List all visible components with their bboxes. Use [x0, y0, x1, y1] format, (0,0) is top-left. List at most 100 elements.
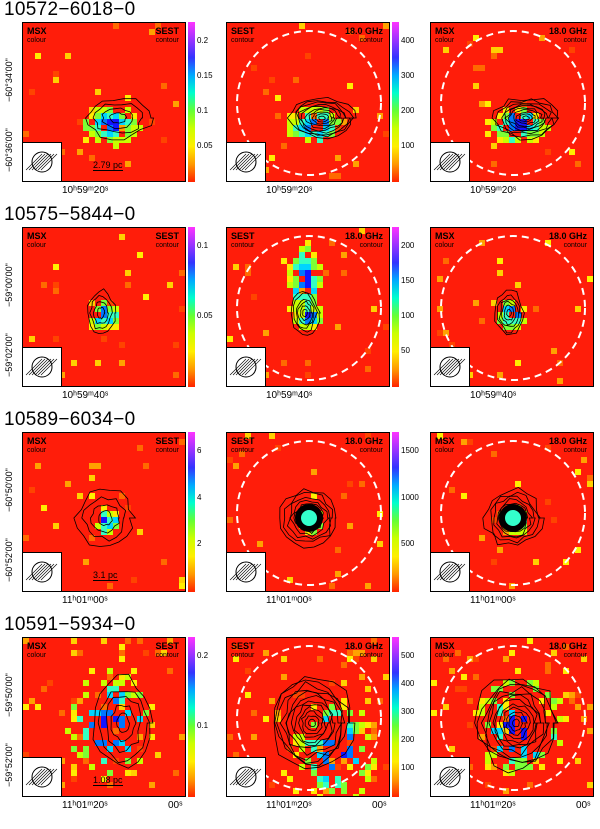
beam-box: [227, 757, 266, 796]
colorbar-tick-label: 500: [401, 539, 415, 549]
panel-label-left: MSX: [435, 641, 455, 651]
x-axis-tick: 11ʰ01ᵐ20ˢ: [470, 800, 516, 811]
panel-sublabel-left: colour: [435, 242, 455, 249]
beam-box: [227, 142, 266, 181]
beam-box: [23, 142, 62, 181]
map-panel: MSX colour SEST contour 3.1 pc: [22, 432, 186, 592]
panel-sublabel-left: colour: [27, 37, 47, 44]
colorbar-tick-label: 100: [401, 763, 415, 772]
panel-label-right: 18.0 GHz: [548, 26, 587, 36]
colorbar-tick-label: 0.15: [197, 71, 213, 80]
panel-label-right: SEST: [155, 26, 179, 36]
panel-sublabel-right: contour: [563, 37, 587, 44]
panel-label-left: SEST: [231, 231, 255, 241]
panel-label-right: 18.0 GHz: [548, 231, 587, 241]
x-axis-tick: 11ʰ01ᵐ00ˢ: [62, 595, 108, 606]
colorbar: [392, 22, 399, 182]
panel-sublabel-right: contour: [155, 242, 179, 249]
x-axis-tick: 10ʰ59ᵐ40ˢ: [470, 390, 517, 401]
x-axis-tick: 00ˢ: [576, 800, 591, 811]
beam-box: [431, 347, 470, 386]
colorbar: [188, 637, 195, 797]
panel-sublabel-left: colour: [435, 37, 455, 44]
map-panel: SEST contour 18.0 GHz contour: [226, 227, 390, 387]
colorbar-tick-label: 200: [401, 106, 415, 115]
panel-label-right: 18.0 GHz: [548, 641, 587, 651]
y-axis-tick: −59°52'00": [4, 743, 14, 787]
map-panel: SEST contour 18.0 GHz contour: [226, 637, 390, 797]
row-title: 10572−6018−0: [4, 0, 136, 20]
panel-label-left: MSX: [435, 26, 455, 36]
colorbar: [392, 432, 399, 592]
colorbar-tick-label: 0.1: [197, 721, 209, 730]
panel-sublabel-right: contour: [563, 652, 587, 659]
panel-sublabel-right: contour: [359, 37, 383, 44]
panel-sublabel-left: colour: [27, 242, 47, 249]
panel-label-right: 18.0 GHz: [344, 436, 383, 446]
panel-sublabel-right: contour: [155, 447, 179, 454]
colorbar-tick-label: 0.05: [197, 311, 213, 320]
x-axis-tick: 00ˢ: [168, 800, 183, 811]
colorbar-tick-label: 200: [401, 735, 415, 744]
y-axis-tick: −59°02'00": [4, 333, 14, 377]
map-image: [29, 234, 185, 378]
y-axis-tick: −60°52'00": [4, 538, 14, 582]
colorbar-tick-label: 50: [401, 346, 410, 355]
colorbar-tick-label: 0.2: [197, 651, 209, 660]
y-axis-tick: −60°36'00": [4, 128, 14, 172]
map-image: [23, 23, 179, 167]
map-image: [236, 23, 389, 179]
panel-sublabel-right: contour: [155, 37, 179, 44]
colorbar-tick-label: 300: [401, 71, 415, 80]
panel-label-right: SEST: [155, 231, 179, 241]
panel-sublabel-left: colour: [27, 447, 47, 454]
panel-sublabel-right: contour: [359, 242, 383, 249]
beam-box: [227, 552, 266, 591]
map-image: [227, 228, 389, 381]
beam-box: [431, 552, 470, 591]
panel-label-right: 18.0 GHz: [344, 231, 383, 241]
y-axis-tick: −59°50'00": [4, 673, 14, 717]
colorbar-tick-label: 100: [401, 141, 415, 150]
panel-label-left: MSX: [27, 436, 47, 446]
colorbar: [188, 227, 195, 387]
x-axis-tick: 10ʰ59ᵐ40ˢ: [266, 390, 313, 401]
panel-sublabel-left: contour: [231, 37, 255, 44]
row-title: 10591−5934−0: [4, 614, 136, 635]
map-image: [431, 638, 593, 794]
panel-label-left: MSX: [435, 231, 455, 241]
map-panel: MSX colour 18.0 GHz contour: [430, 432, 594, 592]
x-axis-tick: 11ʰ01ᵐ00ˢ: [470, 595, 516, 606]
scale-bar-label: 2.79 pc: [93, 160, 123, 171]
colorbar-tick-label: 0.05: [197, 141, 213, 150]
map-panel: MSX colour 18.0 GHz contour: [430, 22, 594, 182]
x-axis-tick: 00ˢ: [372, 800, 387, 811]
map-image: [23, 638, 185, 788]
panel-sublabel-left: contour: [231, 447, 255, 454]
panel-label-right: 18.0 GHz: [344, 26, 383, 36]
map-image: [437, 30, 586, 179]
map-image: [23, 439, 185, 589]
x-axis-tick: 10ʰ59ᵐ20ˢ: [470, 185, 517, 196]
panel-sublabel-left: colour: [27, 652, 47, 659]
map-image: [437, 433, 593, 589]
map-panel: SEST contour 18.0 GHz contour: [226, 22, 390, 182]
panel-label-left: SEST: [231, 641, 255, 651]
map-panel: MSX colour SEST contour 2.79 pc: [22, 22, 186, 182]
row-title: 10575−5844−0: [4, 204, 136, 225]
colorbar-tick-label: 100: [401, 311, 415, 320]
panel-sublabel-right: contour: [359, 652, 383, 659]
beam-box: [431, 757, 470, 796]
panel-sublabel-left: colour: [435, 652, 455, 659]
panel-label-left: MSX: [27, 231, 47, 241]
colorbar-tick-label: 0.1: [197, 106, 209, 115]
colorbar: [392, 637, 399, 797]
panel-sublabel-right: contour: [563, 447, 587, 454]
panel-label-left: SEST: [231, 436, 255, 446]
map-panel: MSX colour SEST contour: [22, 227, 186, 387]
panel-label-right: 18.0 GHz: [344, 641, 383, 651]
colorbar-tick-label: 400: [401, 679, 415, 688]
colorbar-tick-label: 6: [197, 446, 202, 455]
colorbar-tick-label: 200: [401, 241, 415, 250]
beam-box: [23, 757, 62, 796]
